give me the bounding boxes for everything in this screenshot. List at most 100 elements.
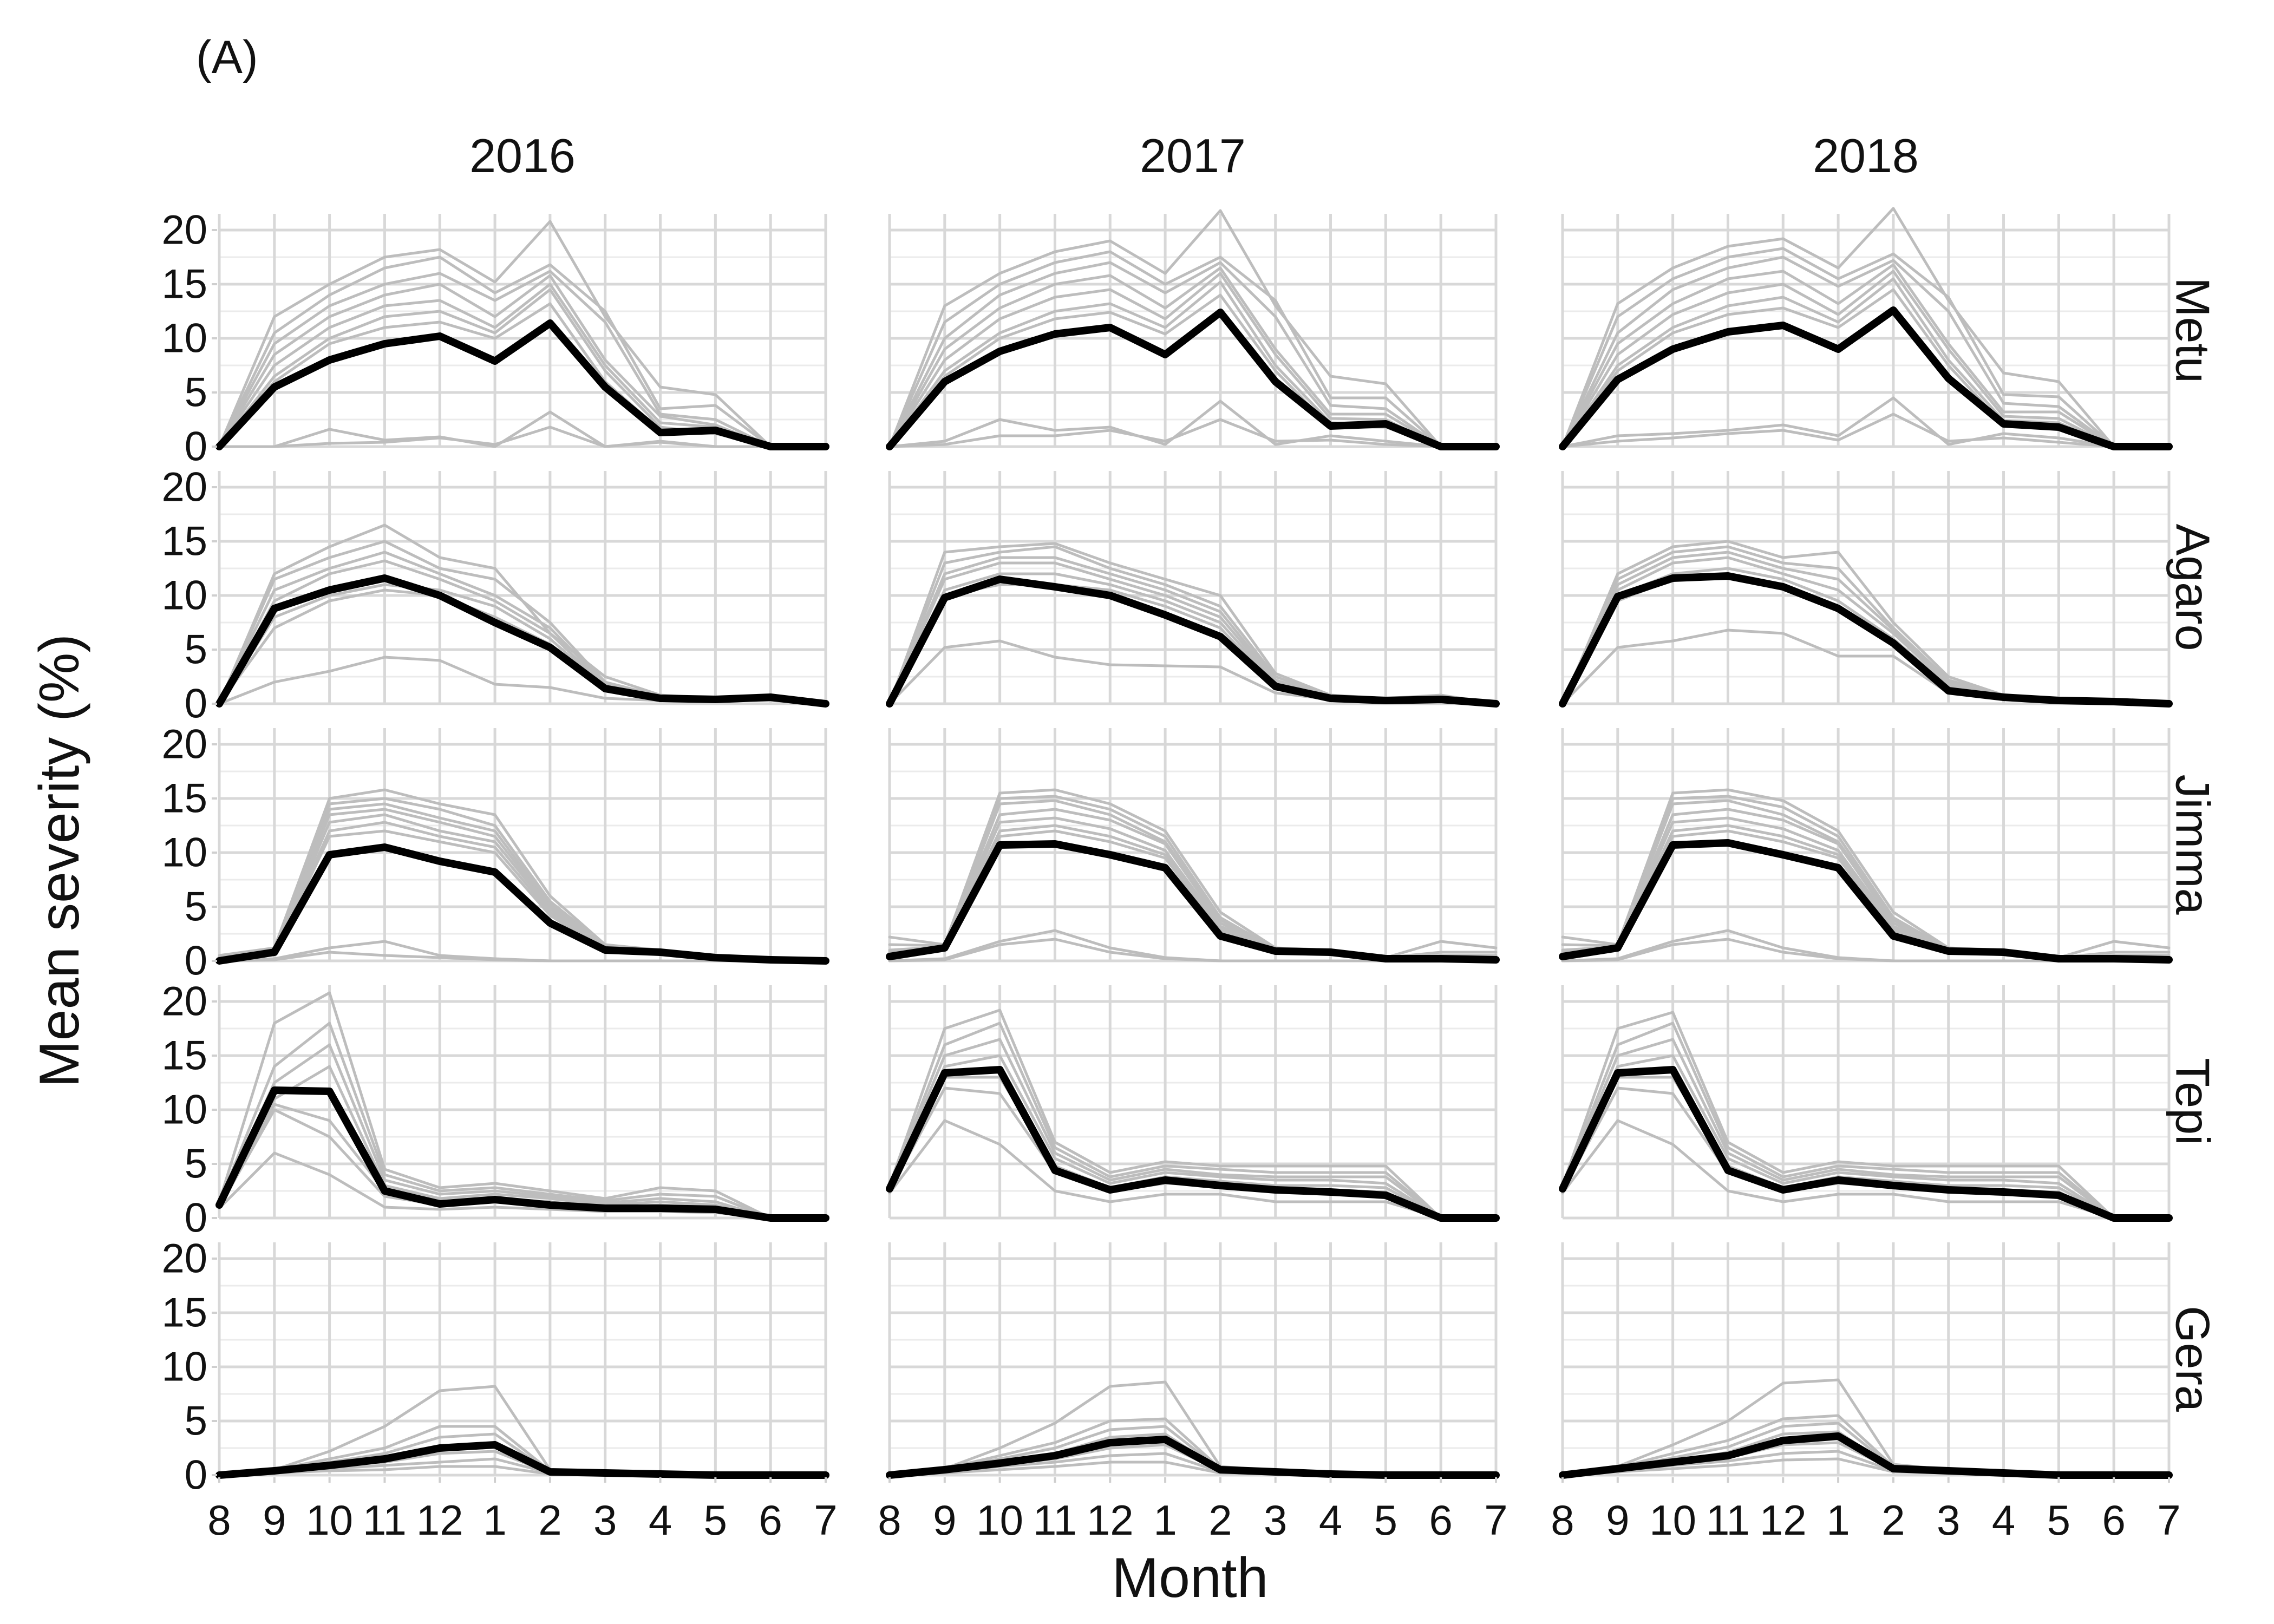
- x-tick-label: 11: [1706, 1496, 1750, 1544]
- panel-grid-gera-2016: [218, 1242, 827, 1477]
- farm-series-line-metu-2018: [1561, 263, 2171, 448]
- farm-series-line-tepi-2018: [1561, 1076, 2171, 1220]
- panel-grid-jimma-2016: [218, 728, 827, 962]
- y-tick-label: 15: [161, 519, 207, 565]
- y-axis-title: Mean severity (%): [28, 634, 91, 1088]
- x-tick-label: 7: [2157, 1496, 2180, 1544]
- y-tick-label: 20: [161, 722, 207, 768]
- x-tick-label: 5: [1374, 1496, 1397, 1544]
- mean-series-line-tepi-2018: [1559, 1066, 2173, 1222]
- y-tick-label: 20: [161, 979, 207, 1025]
- x-tick-label: 7: [1484, 1496, 1507, 1544]
- mean-series-line-gera-2016: [215, 1441, 829, 1479]
- y-tick-label: 0: [185, 424, 207, 470]
- y-tick-label: 10: [161, 1087, 207, 1133]
- x-tick-label: 3: [593, 1496, 617, 1544]
- y-tick-label: 5: [185, 370, 207, 416]
- y-tick-label: 10: [161, 573, 207, 619]
- x-tick-label: 12: [1087, 1496, 1134, 1544]
- y-tick-label: 20: [161, 464, 207, 510]
- y-tick-label: 15: [161, 261, 207, 307]
- x-tick-label: 2: [1881, 1496, 1905, 1544]
- farm-series-line-metu-2017: [888, 250, 1498, 448]
- mean-series-line-jimma-2018: [1559, 839, 2173, 964]
- x-tick-label: 1: [483, 1496, 506, 1544]
- farm-series-line-tepi-2017: [888, 1076, 1498, 1220]
- panel-grid-metu-2016: [218, 214, 827, 448]
- x-tick-label: 2: [538, 1496, 561, 1544]
- x-tick-label: 10: [306, 1496, 353, 1544]
- panel-tag: (A): [196, 31, 258, 83]
- column-strip-label: 2017: [1140, 129, 1246, 182]
- x-tick-label: 5: [704, 1496, 727, 1544]
- x-tick-label: 3: [1264, 1496, 1287, 1544]
- y-tick-label: 5: [185, 884, 207, 930]
- mean-series-line-metu-2018: [1559, 306, 2173, 450]
- farm-series-line-metu-2018: [1561, 270, 2171, 448]
- column-strip-label: 2018: [1813, 129, 1919, 182]
- x-tick-label: 11: [363, 1496, 407, 1544]
- farm-series-line-tepi-2016: [218, 1021, 827, 1220]
- panel-grid-gera-2017: [888, 1242, 1498, 1477]
- grid-layer: [218, 214, 2171, 1477]
- farm-series-line-agaro-2016: [218, 551, 827, 705]
- x-tick-label: 1: [1826, 1496, 1850, 1544]
- farm-series-line-metu-2016: [218, 274, 827, 448]
- farm-series-line-metu-2018: [1561, 247, 2171, 448]
- mean-series-line-tepi-2016: [215, 1086, 829, 1222]
- x-tick-label: 6: [1429, 1496, 1452, 1544]
- row-strip-label: Metu: [2166, 277, 2220, 383]
- mean-lines-layer: [215, 306, 2173, 1479]
- farm-series-line-tepi-2018: [1561, 1021, 2171, 1220]
- farm-series-line-tepi-2017: [888, 1054, 1498, 1220]
- farm-series-line-agaro-2018: [1561, 628, 2171, 705]
- row-strip-label: Gera: [2166, 1306, 2220, 1412]
- x-tick-label: 5: [2047, 1496, 2070, 1544]
- mean-series-line-gera-2017: [886, 1436, 1500, 1479]
- mean-series-line-jimma-2017: [886, 840, 1500, 964]
- y-tick-label: 5: [185, 1141, 207, 1187]
- row-strip-label: Agaro: [2166, 524, 2220, 651]
- y-tick-label: 0: [185, 1452, 207, 1498]
- x-tick-label: 11: [1033, 1496, 1077, 1544]
- y-tick-label: 0: [185, 938, 207, 984]
- y-tick-label: 10: [161, 316, 207, 362]
- y-tick-label: 10: [161, 830, 207, 876]
- mean-series-line-agaro-2018: [1559, 572, 2173, 708]
- farm-series-line-tepi-2018: [1561, 1011, 2171, 1220]
- x-tick-label: 12: [416, 1496, 463, 1544]
- x-tick-label: 6: [2102, 1496, 2125, 1544]
- panel-grid-agaro-2018: [1561, 471, 2171, 705]
- y-tick-label: 20: [161, 207, 207, 253]
- farm-series-line-metu-2018: [1561, 256, 2171, 448]
- x-tick-label: 1: [1153, 1496, 1177, 1544]
- x-tick-label: 4: [649, 1496, 672, 1544]
- x-tick-label: 10: [976, 1496, 1023, 1544]
- farm-series-line-agaro-2017: [888, 572, 1498, 705]
- farm-series-line-metu-2017: [888, 418, 1498, 448]
- y-tick-label: 0: [185, 1195, 207, 1241]
- farm-series-line-metu-2017: [888, 261, 1498, 448]
- farm-series-line-metu-2018: [1561, 207, 2171, 448]
- farm-series-line-tepi-2017: [888, 1119, 1498, 1220]
- farm-series-line-metu-2016: [218, 270, 827, 448]
- farm-series-line-agaro-2018: [1561, 556, 2171, 705]
- x-tick-label: 8: [207, 1496, 231, 1544]
- farm-series-line-tepi-2018: [1561, 1054, 2171, 1220]
- farm-series-line-tepi-2017: [888, 1021, 1498, 1220]
- farm-series-line-metu-2016: [218, 220, 827, 448]
- x-axis-title: Month: [1112, 1547, 1268, 1609]
- mean-series-line-metu-2017: [886, 309, 1500, 450]
- x-tick-label: 6: [759, 1496, 782, 1544]
- farm-series-line-metu-2018: [1561, 412, 2171, 448]
- x-tick-label: 2: [1208, 1496, 1232, 1544]
- mean-series-line-jimma-2016: [215, 843, 829, 965]
- y-tick-label: 15: [161, 1290, 207, 1336]
- y-tick-label: 0: [185, 681, 207, 727]
- farm-series-line-tepi-2018: [1561, 1119, 2171, 1220]
- x-tick-label: 4: [1319, 1496, 1342, 1544]
- y-tick-label: 5: [185, 1398, 207, 1444]
- row-strip-label: Jimma: [2166, 774, 2220, 914]
- y-tick-label: 10: [161, 1344, 207, 1390]
